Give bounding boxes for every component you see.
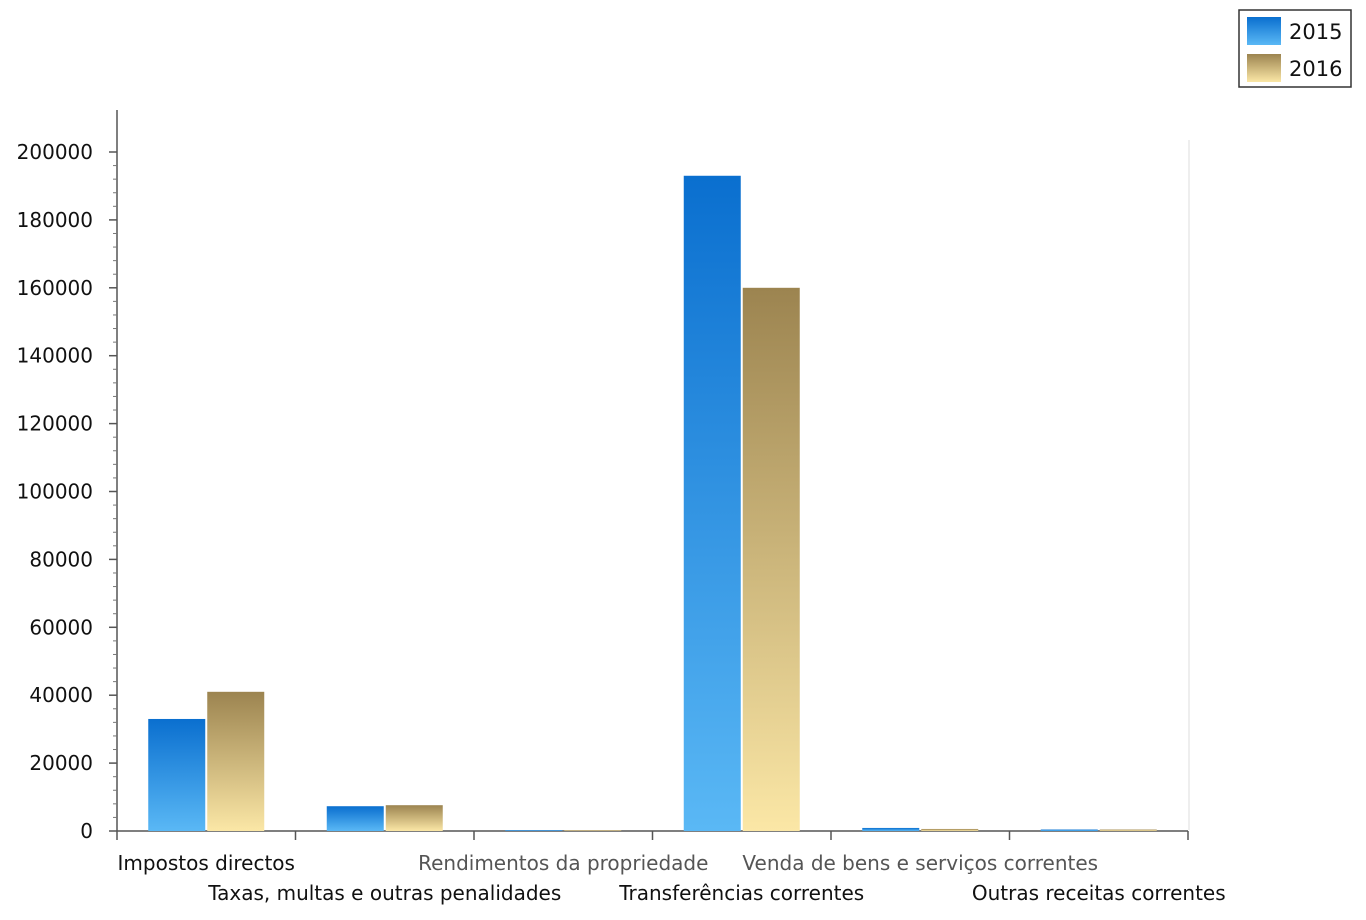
legend-swatch-2016	[1247, 54, 1281, 82]
x-axis-labels: Impostos directos Taxas, multas e outras …	[118, 851, 1226, 905]
y-tick-label: 100000	[17, 480, 93, 504]
x-category-label: Transferências correntes	[618, 881, 864, 905]
legend-label-2015: 2015	[1289, 20, 1342, 44]
x-category-label: Impostos directos	[118, 851, 295, 875]
bar-2016-4	[921, 828, 979, 831]
y-tick-label: 160000	[17, 276, 93, 300]
bar-2015-3	[683, 175, 741, 831]
bar-2016-5	[1099, 829, 1157, 831]
y-axis: 0 20000 40000 60000 80000 100000 120000 140000 1…	[17, 110, 118, 843]
legend-label-2016: 2016	[1289, 57, 1342, 81]
bar-2016-1	[385, 805, 443, 831]
y-tick-label: 140000	[17, 344, 93, 368]
y-tick-label: 20000	[29, 751, 93, 775]
y-tick-label: 120000	[17, 412, 93, 436]
y-tick-label: 40000	[29, 683, 93, 707]
y-tick-label: 80000	[29, 547, 93, 571]
y-tick-label: 0	[80, 819, 93, 843]
bar-2015-4	[862, 827, 920, 831]
bar-2016-0	[207, 691, 265, 831]
plot-right-edge	[1188, 140, 1190, 830]
bar-2015-1	[326, 806, 384, 831]
legend-swatch-2015	[1247, 17, 1281, 45]
x-category-label: Taxas, multas e outras penalidades	[207, 881, 561, 905]
bar-2015-0	[148, 718, 206, 831]
bar-2016-3	[742, 287, 800, 831]
bar-2015-5	[1040, 829, 1098, 831]
y-tick-label: 60000	[29, 615, 93, 639]
y-tick-label: 180000	[17, 208, 93, 232]
bar-2015-2	[505, 830, 563, 831]
legend: 2015 2016	[1238, 9, 1352, 88]
y-tick-label: 200000	[17, 140, 93, 164]
x-category-label: Outras receitas correntes	[972, 881, 1226, 905]
x-category-label: Rendimentos da propriedade	[418, 851, 708, 875]
x-category-label: Venda de bens e serviços correntes	[742, 851, 1098, 875]
bars	[148, 175, 1157, 831]
x-axis	[116, 830, 1189, 840]
bar-2016-2	[564, 830, 622, 831]
